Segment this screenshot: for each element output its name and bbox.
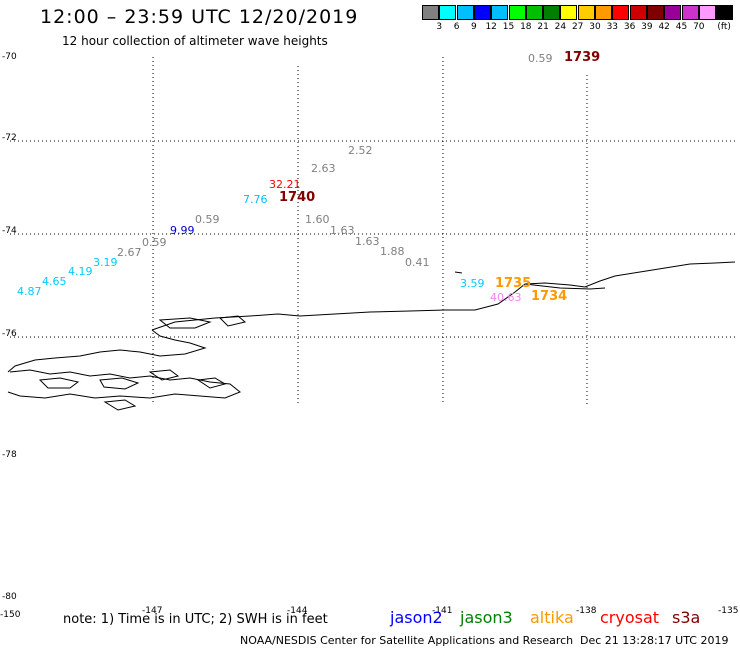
legend-label: 27 <box>571 22 584 32</box>
wave-height-label: 1.63 <box>355 235 380 248</box>
wave-height-label: 0.59 <box>142 236 167 249</box>
lat-label: -76 <box>2 329 17 339</box>
wave-height-label: 1.88 <box>380 245 405 258</box>
wave-height-label: 0.59 <box>528 52 553 65</box>
satellite-jason2: jason2 <box>390 608 443 627</box>
legend-swatch <box>491 5 509 20</box>
lon-label: -150 <box>0 610 21 620</box>
wave-height-label: 40.63 <box>490 291 522 304</box>
island <box>218 315 247 327</box>
island <box>99 377 140 390</box>
wave-height-label: 7.76 <box>243 193 268 206</box>
generation-timestamp: Dec 21 13:28:17 UTC 2019 <box>580 634 729 647</box>
legend-swatch <box>456 5 474 20</box>
legend-label: 9 <box>471 22 477 32</box>
island <box>38 377 80 389</box>
wave-height-label: 2.63 <box>311 162 336 175</box>
wave-height-label: 2.67 <box>117 246 142 259</box>
lat-label: -78 <box>2 450 17 460</box>
legend-label: 21 <box>537 22 549 32</box>
legend-label: 39 <box>641 22 653 32</box>
satellite-altika: altika <box>530 608 574 627</box>
pass-time-label: 1735 <box>495 276 532 291</box>
legend-label: 15 <box>502 22 515 32</box>
ice-shelf-coast <box>151 261 736 331</box>
island <box>196 377 227 389</box>
wave-height-label: 3.59 <box>460 277 485 290</box>
lon-label: -147 <box>142 606 163 616</box>
satellite-cryosat: cryosat <box>600 608 660 627</box>
wave-height-label: 1.63 <box>330 224 355 237</box>
lon-label: -138 <box>576 606 597 616</box>
island <box>454 271 463 274</box>
legend-swatch <box>698 5 716 20</box>
legend-label: 70 <box>693 22 705 32</box>
satellite-s3a: s3a <box>672 608 701 627</box>
island <box>7 369 241 399</box>
lon-label: -141 <box>432 606 453 616</box>
legend-swatch <box>629 5 647 20</box>
island <box>148 369 180 381</box>
pass-time-label: 1734 <box>531 289 568 304</box>
wave-height-label: 32.21 <box>269 178 301 191</box>
graticule <box>10 57 735 405</box>
legend-swatch <box>612 5 630 20</box>
wave-height-label: 4.65 <box>42 275 67 288</box>
legend-label: 3 <box>436 22 443 32</box>
lat-label: -72 <box>2 133 17 143</box>
legend-swatch <box>577 5 595 20</box>
coastline <box>7 261 736 411</box>
lat-label: -74 <box>2 226 17 236</box>
legend-swatch <box>525 5 543 20</box>
legend-label: 12 <box>485 22 497 32</box>
legend-unit: (ft) <box>717 22 731 32</box>
wave-height-label: 4.19 <box>68 265 93 278</box>
legend-label: 24 <box>554 22 567 32</box>
legend-swatch <box>508 5 526 20</box>
satellite-jason3: jason3 <box>460 608 513 627</box>
legend-swatch <box>543 5 561 20</box>
wave-height-label: 0.41 <box>405 256 430 269</box>
credit-line: NOAA/NESDIS Center for Satellite Applica… <box>240 634 574 647</box>
wave-height-label: 3.19 <box>93 256 118 269</box>
pass-time-label: 1739 <box>564 50 601 65</box>
map-subtitle: 12 hour collection of altimeter wave hei… <box>62 34 328 48</box>
legend-label: 42 <box>658 22 670 32</box>
legend-swatch <box>716 5 734 20</box>
map-title: 12:00 – 23:59 UTC 12/20/2019 <box>40 6 359 28</box>
legend-label: 18 <box>520 22 532 32</box>
legend-swatch <box>595 5 612 20</box>
legend-label: 33 <box>606 22 619 32</box>
lon-label: -135 <box>718 606 739 616</box>
pass-time-label: 1740 <box>279 190 316 205</box>
wave-height-label: 2.52 <box>348 144 373 157</box>
wave-height-label: 9.99 <box>170 224 195 237</box>
wave-height-label: 4.87 <box>17 285 42 298</box>
legend-swatch <box>646 5 664 20</box>
footer-note: note: 1) Time is in UTC; 2) SWH is in fe… <box>63 612 328 627</box>
island <box>103 399 137 411</box>
coast-inner <box>524 283 606 290</box>
legend-label: 45 <box>675 22 688 32</box>
wave-height-label: 0.59 <box>195 213 220 226</box>
wave-height-label: 1.60 <box>305 213 330 226</box>
legend-swatch <box>664 5 682 20</box>
legend-label: 30 <box>589 22 601 32</box>
lat-label: -80 <box>2 592 17 602</box>
legend-swatch <box>560 5 578 20</box>
legend-swatch <box>439 5 457 20</box>
coast-west <box>7 329 207 373</box>
legend-swatch <box>422 5 439 20</box>
legend-label: 36 <box>623 22 636 32</box>
legend-swatch <box>473 5 491 20</box>
island <box>158 317 212 329</box>
lon-label: -144 <box>287 606 308 616</box>
legend-label: 6 <box>453 22 460 32</box>
lat-label: -70 <box>2 52 17 62</box>
legend-swatch <box>681 5 699 20</box>
